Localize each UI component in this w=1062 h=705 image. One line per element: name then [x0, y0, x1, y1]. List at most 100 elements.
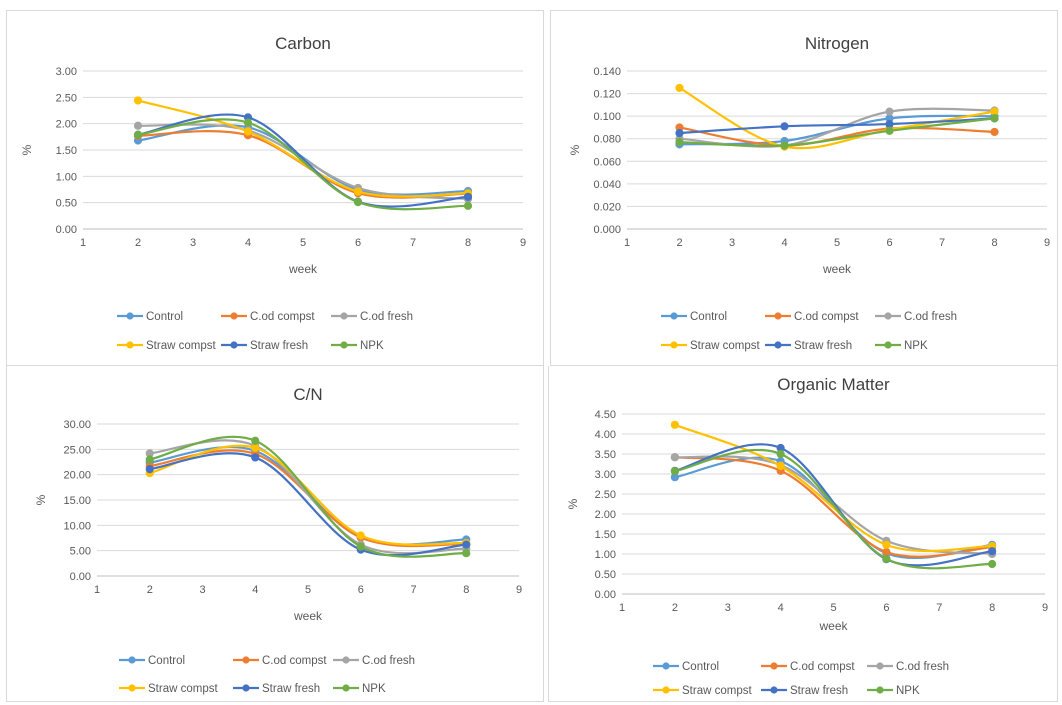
- carbon-data-point-straw-compst: [133, 96, 143, 105]
- legend-item: C.od compst: [233, 655, 327, 667]
- legend-marker-swatch: [876, 686, 884, 694]
- legend-marker-swatch: [342, 656, 350, 664]
- legend-item: C.od compst: [765, 311, 859, 323]
- legend-item: Straw compst: [117, 340, 216, 352]
- legend-item: C.od fresh: [875, 311, 957, 323]
- cn-x-tick-label: 9: [516, 584, 522, 596]
- cn-x-tick-label: 2: [147, 584, 153, 596]
- organic-matter-data-point-npk: [988, 559, 997, 569]
- organic-matter-x-tick-label: 8: [989, 602, 995, 614]
- organic-matter-x-tick-label: 5: [830, 602, 836, 614]
- legend-label: C.od fresh: [360, 311, 413, 323]
- legend-marker-swatch: [884, 341, 892, 349]
- nitrogen-series-line-straw-compst: [678, 86, 995, 150]
- cn-y-tick-label: 20.00: [63, 470, 91, 482]
- organic-matter-chart-panel: Organic Matter 0.00 0.50 1.00 1.50 2.00 2.50 3.…: [548, 366, 1058, 702]
- legend-item: Straw fresh: [221, 340, 308, 352]
- legend-marker-swatch: [670, 341, 678, 349]
- legend-label: C.od fresh: [896, 661, 949, 673]
- legend-marker-swatch: [340, 341, 348, 349]
- carbon-chart-svg: Carbon 0.00 0.50 1.00 1.50 2.00 2.50 3.00 1 2 3 4 5 6…: [20, 34, 526, 352]
- nitrogen-y-tick-label: 0.020: [593, 201, 621, 213]
- organic-matter-data-point-c-od-compst: [882, 547, 891, 557]
- cn-data-point-straw-fresh: [462, 540, 471, 549]
- carbon-y-tick-label: 1.50: [56, 145, 77, 157]
- nitrogen-chart-title: Nitrogen: [805, 34, 869, 53]
- cn-x-tick-label: 6: [358, 584, 364, 596]
- carbon-data-point-straw-compst: [353, 187, 363, 196]
- cn-x-tick-label: 1: [94, 584, 100, 596]
- carbon-data-point-straw-compst: [243, 127, 253, 136]
- cn-x-tick-label: 7: [410, 584, 416, 596]
- nitrogen-data-point-straw-compst: [675, 83, 684, 93]
- legend-item: NPK: [867, 685, 920, 697]
- nitrogen-x-tick-label: 1: [624, 237, 630, 249]
- nitrogen-y-tick-label: 0.140: [593, 66, 621, 78]
- cn-y-tick-label: 15.00: [63, 495, 91, 507]
- legend-label: Straw compst: [148, 683, 218, 695]
- organic-matter-series-line-straw-compst: [674, 423, 993, 553]
- organic-matter-data-point-npk: [882, 554, 891, 563]
- organic-matter-y-axis-label: %: [566, 498, 580, 509]
- cn-y-tick-label: 0.00: [70, 571, 91, 583]
- nitrogen-chart-svg: Nitrogen 0.000 0.020 0.040 0.060 0.080 0.100 0.…: [568, 34, 1050, 352]
- cn-data-point-npk: [251, 436, 260, 445]
- organic-matter-y-tick-label: 2.50: [595, 489, 616, 501]
- nitrogen-data-point-npk: [675, 138, 684, 147]
- legend-item: Straw compst: [661, 340, 760, 352]
- legend-item: Straw fresh: [761, 685, 848, 697]
- nitrogen-series-line-c-od-compst: [679, 126, 995, 147]
- nitrogen-y-tick-label: 0.100: [593, 111, 621, 123]
- cn-series-line-straw-fresh: [149, 452, 467, 557]
- organic-matter-x-axis-label: week: [818, 619, 848, 633]
- organic-matter-y-tick-label: 0.50: [595, 569, 616, 581]
- carbon-y-tick-label: 1.00: [56, 171, 77, 183]
- legend-marker-swatch: [230, 341, 238, 349]
- legend-item: Control: [661, 311, 727, 323]
- legend-item: C.od fresh: [867, 661, 949, 673]
- organic-matter-x-tick-label: 9: [1042, 602, 1048, 614]
- organic-matter-chart-svg: Organic Matter 0.00 0.50 1.00 1.50 2.00 2.50 3.…: [566, 375, 1048, 697]
- organic-matter-y-tick-label: 4.00: [595, 429, 616, 441]
- carbon-chart-title: Carbon: [275, 34, 331, 53]
- nitrogen-x-tick-label: 7: [939, 237, 945, 249]
- cn-x-tick-label: 8: [463, 584, 469, 596]
- nitrogen-data-point-straw-compst: [990, 107, 999, 116]
- nitrogen-chart-panel: Nitrogen 0.000 0.020 0.040 0.060 0.080 0.100 0.…: [550, 10, 1058, 366]
- cn-data-point-straw-compst: [251, 443, 260, 452]
- legend-label: Control: [146, 311, 183, 323]
- carbon-data-point-npk: [133, 130, 143, 139]
- cn-x-tick-label: 3: [199, 584, 205, 596]
- nitrogen-series-line-npk: [679, 117, 995, 148]
- legend-marker-swatch: [876, 662, 884, 670]
- legend-label: Straw fresh: [250, 340, 308, 352]
- organic-matter-x-tick-label: 2: [672, 602, 678, 614]
- carbon-x-tick-label: 9: [520, 237, 526, 249]
- nitrogen-x-tick-label: 4: [781, 237, 787, 249]
- legend-item: Straw fresh: [765, 340, 852, 352]
- legend-item: Control: [119, 655, 185, 667]
- cn-data-point-npk: [462, 549, 471, 558]
- cn-series-line-straw-compst: [149, 444, 467, 546]
- carbon-data-point-c-od-fresh: [133, 121, 143, 130]
- nitrogen-y-tick-label: 0.060: [593, 156, 621, 168]
- organic-matter-y-tick-label: 1.00: [595, 549, 616, 561]
- cn-data-point-straw-fresh: [251, 453, 260, 462]
- organic-matter-y-tick-label: 4.50: [595, 409, 616, 421]
- legend-marker-swatch: [770, 662, 778, 670]
- legend-marker-swatch: [128, 684, 136, 692]
- cn-x-tick-label: 5: [305, 584, 311, 596]
- organic-matter-x-tick-label: 1: [619, 602, 625, 614]
- legend-label: NPK: [904, 340, 928, 352]
- carbon-series-line-straw-compst: [137, 99, 469, 198]
- cn-y-tick-label: 30.00: [63, 419, 91, 431]
- legend-marker-swatch: [126, 341, 134, 349]
- organic-matter-series-line-npk: [674, 448, 993, 570]
- legend-item: Control: [117, 311, 183, 323]
- nitrogen-data-point-c-od-compst: [990, 127, 999, 137]
- organic-matter-data-point-straw-fresh: [988, 547, 997, 556]
- legend-marker-swatch: [884, 312, 892, 320]
- nitrogen-x-tick-label: 8: [991, 237, 997, 249]
- legend-item: NPK: [333, 683, 386, 695]
- carbon-x-tick-label: 3: [190, 237, 196, 249]
